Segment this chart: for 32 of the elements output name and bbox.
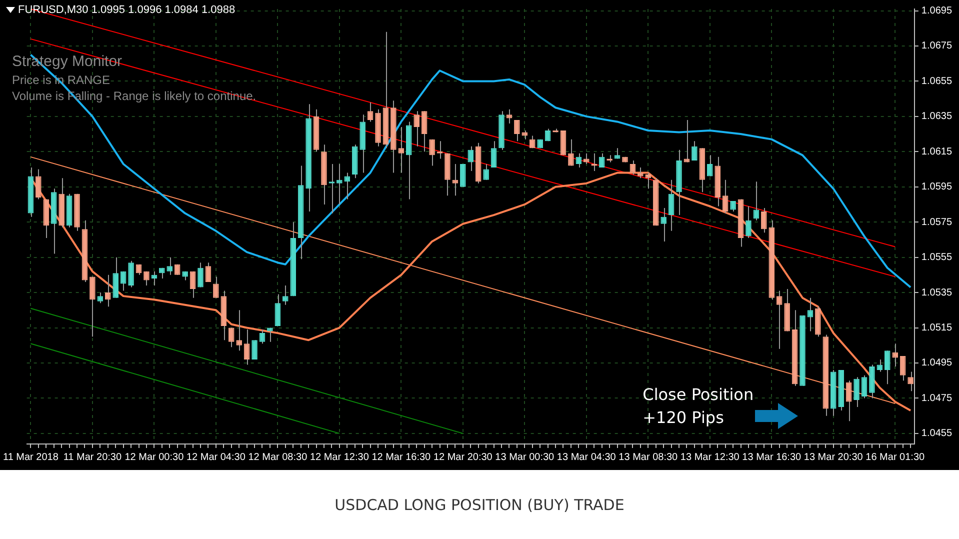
text: USDCAD LONG POSITION (BUY) TRADE: [334, 496, 626, 514]
x-tick-label: 12 Mar 12:30: [310, 452, 370, 463]
x-tick-label: 13 Mar 20:30: [804, 452, 864, 463]
y-tick-label: 1.0475: [921, 392, 952, 404]
y-tick-label: 1.0535: [921, 287, 952, 298]
x-tick-label: 12 Mar 16:30: [372, 452, 432, 463]
y-tick-label: 1.0655: [921, 76, 952, 87]
y-tick-label: 1.0515: [921, 322, 952, 334]
x-tick-label: 16 Mar 01:30: [866, 452, 926, 463]
x-tick-label: 13 Mar 16:30: [742, 452, 802, 463]
y-tick-label: 1.0555: [921, 252, 952, 264]
y-tick-label: 1.0695: [921, 6, 952, 17]
annotation: Close Position: [642, 385, 754, 404]
y-tick-label: 1.0675: [921, 40, 952, 52]
y-tick-label: 1.0595: [921, 182, 952, 193]
y-tick-label: 1.0635: [921, 111, 952, 122]
y-tick-label: 1.0575: [921, 216, 952, 228]
x-tick-label: 12 Mar 04:30: [186, 452, 246, 463]
x-tick-label: 12 Mar 08:30: [248, 452, 308, 463]
x-tick-label: 11 Mar 20:30: [63, 452, 122, 463]
x-tick-label: 11 Mar 2018: [3, 452, 59, 463]
x-tick-label: 12 Mar 00:30: [124, 452, 184, 463]
annotation: +120 Pips: [642, 408, 724, 427]
x-tick-label: 12 Mar 20:30: [433, 452, 493, 463]
x-tick-label: 13 Mar 08:30: [618, 452, 678, 463]
y-tick-label: 1.0615: [921, 146, 952, 158]
x-tick-label: 13 Mar 04:30: [556, 452, 616, 463]
y-tick-label: 1.0495: [921, 358, 952, 369]
x-tick-label: 13 Mar 00:30: [495, 452, 555, 463]
x-tick-label: 13 Mar 12:30: [680, 452, 740, 463]
annotation: FURUSD,M30 1.0995 1.0996 1.0984 1.0988: [18, 4, 236, 16]
y-tick-label: 1.0455: [921, 428, 952, 440]
